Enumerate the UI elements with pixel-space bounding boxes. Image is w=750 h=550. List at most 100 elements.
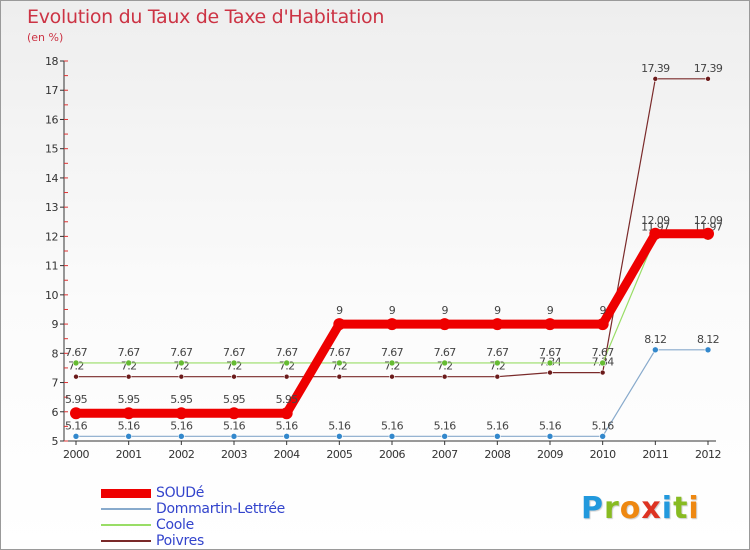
legend-item: Coole: [101, 517, 421, 533]
data-label: 7.67: [328, 346, 351, 359]
data-point: [494, 373, 501, 380]
data-point: [228, 407, 240, 420]
legend-swatch: [101, 488, 151, 498]
x-tick-label: 2002: [168, 448, 194, 461]
data-point: [389, 373, 395, 380]
data-label: 5.16: [434, 419, 457, 432]
data-label: 12.09: [694, 214, 723, 227]
data-label: 5.95: [118, 393, 141, 406]
data-label: 9: [547, 304, 554, 317]
data-point: [649, 227, 662, 240]
proxiti-logo: Proxiti: [581, 491, 700, 526]
data-point: [336, 433, 343, 440]
logo-letter: x: [641, 491, 662, 526]
data-point: [494, 433, 501, 440]
y-tick-label: 18: [45, 55, 58, 68]
data-label: 5.16: [65, 419, 88, 432]
data-label: 5.16: [170, 419, 193, 432]
data-label: 7.67: [223, 346, 246, 359]
data-point: [596, 318, 609, 331]
data-point: [125, 433, 132, 440]
data-point: [546, 433, 554, 440]
data-label: 5.95: [170, 393, 193, 406]
data-point: [283, 359, 290, 367]
data-point: [599, 433, 606, 440]
data-label: 9: [494, 304, 501, 317]
y-tick-label: 9: [52, 318, 59, 331]
x-tick-label: 2001: [116, 448, 142, 461]
y-tick-label: 16: [45, 113, 58, 126]
x-tick-label: 2011: [642, 448, 668, 461]
data-label: 5.16: [539, 419, 562, 432]
data-point: [175, 407, 188, 420]
data-label: 17.39: [641, 62, 670, 75]
y-tick-label: 10: [45, 289, 58, 302]
data-label: 8.12: [697, 333, 719, 346]
logo-letter: o: [619, 491, 642, 526]
data-label: 5.95: [223, 393, 246, 406]
y-tick-label: 8: [52, 347, 59, 360]
legend-label: SOUDé: [156, 485, 205, 501]
data-point: [230, 433, 238, 440]
data-point: [441, 433, 448, 440]
data-label: 5.16: [118, 419, 141, 432]
data-point: [230, 359, 238, 367]
x-tick-label: 2007: [432, 448, 458, 461]
y-tick-label: 14: [45, 172, 58, 185]
data-point: [441, 373, 448, 380]
x-tick-label: 2010: [590, 448, 616, 461]
logo-letter: P: [581, 491, 604, 526]
data-label: 5.16: [486, 419, 509, 432]
data-label: 8.12: [644, 333, 666, 346]
y-tick-label: 12: [45, 230, 58, 243]
data-point: [336, 359, 343, 367]
data-label: 7.67: [539, 346, 562, 359]
x-tick-label: 2012: [695, 448, 721, 461]
data-label: 17.39: [694, 62, 723, 75]
data-point: [388, 433, 396, 440]
y-tick-label: 13: [45, 201, 58, 214]
chart-title: Evolution du Taux de Taxe d'Habitation: [27, 6, 385, 28]
data-point: [652, 346, 659, 354]
logo-letter: t: [673, 491, 689, 526]
series-line-Poivres: [75, 78, 709, 378]
data-label: 9: [389, 304, 396, 317]
data-label: 5.95: [65, 393, 88, 406]
data-point: [544, 318, 556, 331]
data-point: [70, 407, 82, 420]
data-point: [386, 318, 398, 331]
logo-letter: r: [604, 491, 620, 526]
data-point: [125, 373, 132, 380]
data-point: [494, 359, 501, 367]
legend-label: Coole: [156, 517, 194, 533]
data-label: 7.67: [276, 346, 299, 359]
x-tick-label: 2003: [221, 448, 247, 461]
data-label: 7.67: [434, 346, 457, 359]
data-point: [547, 369, 553, 376]
logo-letter: i: [661, 491, 674, 526]
legend-swatch: [101, 524, 151, 526]
data-point: [72, 359, 80, 367]
data-point: [705, 76, 711, 82]
data-label: 12.09: [641, 214, 670, 227]
data-point: [280, 407, 293, 420]
legend-label: Poivres: [156, 533, 204, 549]
chart-subtitle: (en %): [27, 31, 64, 44]
legend-item: Dommartin-Lettrée: [101, 501, 421, 517]
data-point: [73, 373, 79, 380]
y-tick-label: 17: [45, 84, 58, 97]
data-point: [178, 433, 185, 440]
data-label: 9: [441, 304, 448, 317]
y-tick-label: 15: [45, 143, 58, 156]
data-label: 9: [336, 304, 343, 317]
data-point: [599, 369, 606, 376]
data-label: 7.67: [592, 346, 615, 359]
x-tick-label: 2000: [63, 448, 89, 461]
data-point: [283, 433, 290, 440]
legend-item: SOUDé: [101, 485, 421, 501]
data-label: 7.67: [65, 346, 88, 359]
data-point: [336, 373, 343, 380]
data-label: 5.16: [276, 419, 299, 432]
data-point: [491, 318, 504, 331]
